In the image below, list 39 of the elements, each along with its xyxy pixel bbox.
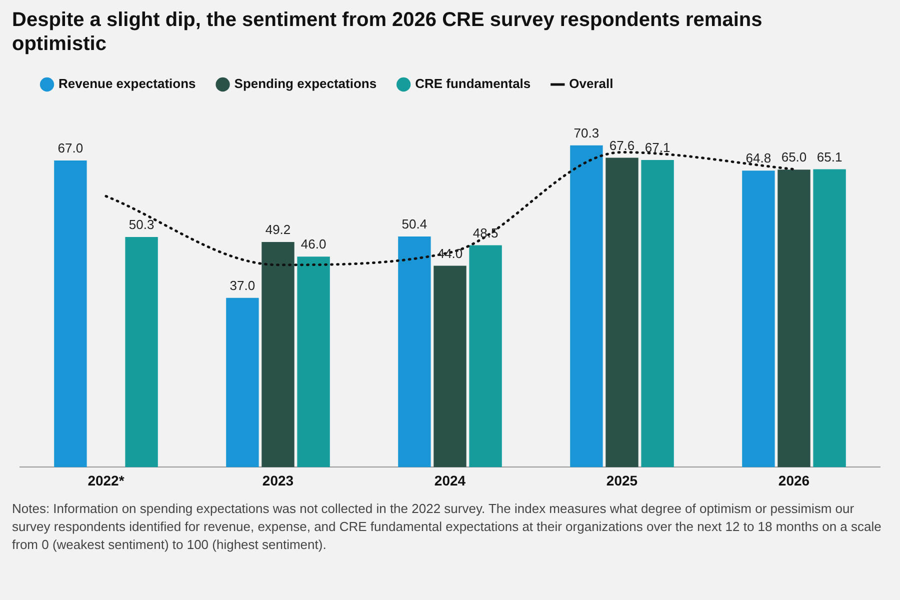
- legend-label: Overall: [569, 76, 614, 92]
- data-label: 44.0: [437, 246, 463, 261]
- bar: [434, 266, 466, 468]
- x-tick-label: 2026: [778, 472, 810, 488]
- bar: [742, 170, 775, 468]
- x-tick-label: 2023: [262, 472, 294, 488]
- bar: [398, 236, 431, 468]
- bar: [570, 145, 603, 468]
- bar: [606, 158, 638, 468]
- text: Notes: Information on spending expectations was not collected in the 2022 survey. The index measures what degree of optimism or pessimism our survey respondents identified for revenue, expense, and CRE fundamental expectations at their organizations over the next 12 to 18 months on a scale from 0 (weakest sentiment) to 100 (highest sentiment).: [12, 500, 882, 554]
- data-label: 50.3: [128, 217, 154, 232]
- bar: [778, 170, 810, 468]
- x-tick-label: 2024: [434, 472, 466, 488]
- data-label: 48.5: [472, 225, 498, 240]
- data-label: 64.8: [746, 150, 772, 166]
- legend-label: CRE fundamentals: [415, 76, 531, 92]
- bar: [813, 169, 846, 468]
- x-tick-label: 2022*: [88, 472, 125, 488]
- data-label: 49.2: [265, 222, 291, 238]
- data-label: 65.0: [781, 150, 807, 165]
- bar: [469, 245, 502, 468]
- bar: [262, 242, 294, 468]
- bar: [54, 160, 87, 468]
- data-label: 65.1: [816, 149, 842, 164]
- data-label: 37.0: [230, 278, 256, 293]
- data-label: 67.6: [609, 138, 635, 153]
- legend-label: Spending expectations: [234, 76, 377, 92]
- chart-title: Despite a slight dip, the sentiment from 2026 CRE survey respondents remains optimistic: [12, 8, 764, 56]
- bar: [226, 298, 259, 468]
- x-tick-label: 2025: [606, 472, 638, 488]
- data-label: 67.1: [644, 140, 670, 156]
- data-label: 46.0: [300, 236, 326, 252]
- legend-label: Revenue expectations: [58, 76, 196, 92]
- bar: [125, 236, 158, 468]
- data-label: 50.4: [402, 216, 428, 232]
- bar: [641, 160, 674, 468]
- bar: [297, 256, 330, 468]
- data-label: 67.0: [58, 140, 84, 156]
- data-label: 70.3: [574, 125, 600, 140]
